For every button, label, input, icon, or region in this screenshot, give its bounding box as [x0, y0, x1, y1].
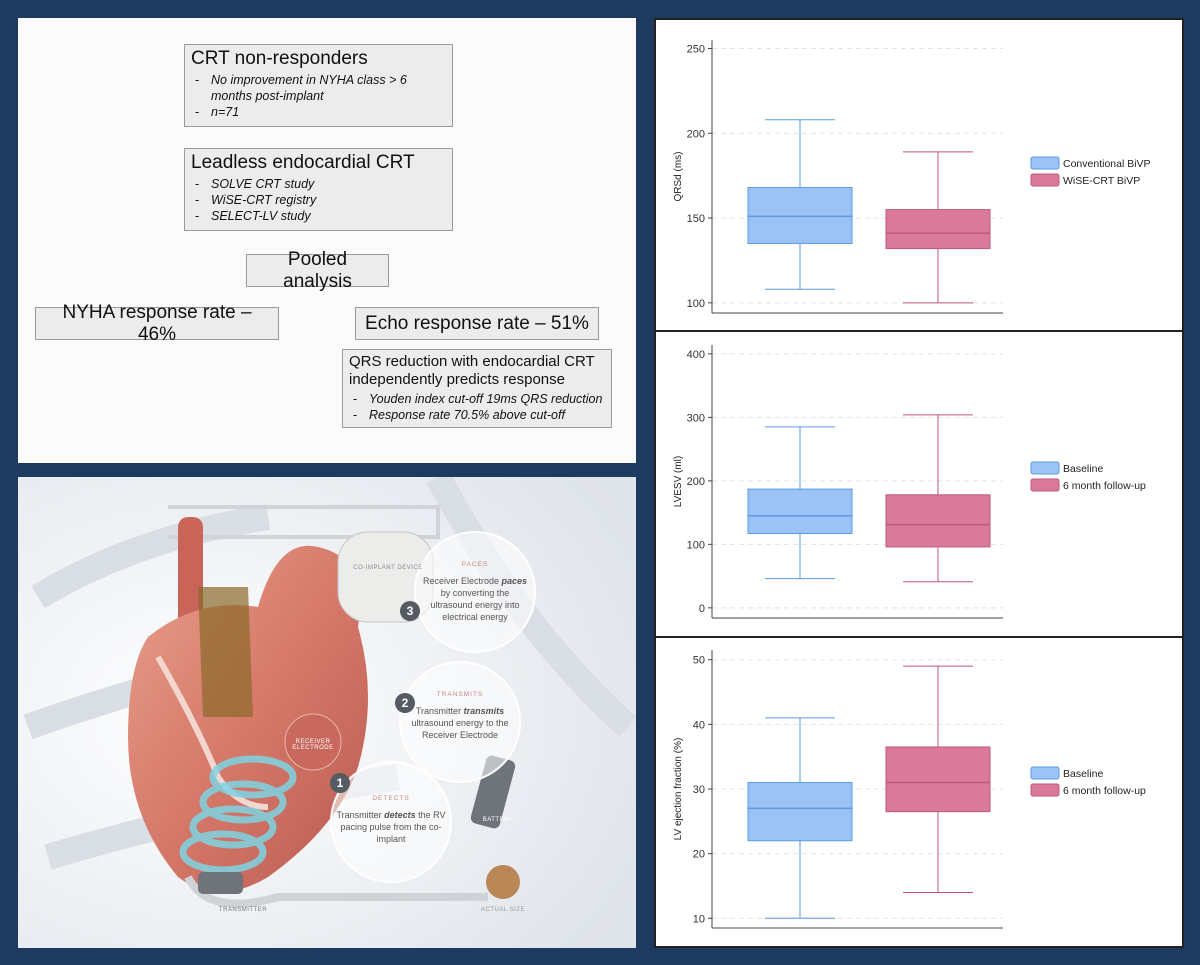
step-emphasis: transmits	[463, 706, 505, 716]
box	[747, 187, 853, 244]
y-tick-label: 200	[687, 128, 705, 140]
y-tick-label: 200	[687, 476, 705, 488]
step-heading: PACES	[461, 561, 489, 568]
y-tick-label: 150	[687, 213, 705, 225]
receiver-electrode	[284, 713, 342, 771]
legend-label: WiSE-CRT BiVP	[1063, 175, 1140, 187]
y-tick-label: 300	[687, 412, 705, 424]
flow-box-item: Response rate 70.5% above cut-off	[349, 407, 605, 423]
illustration	[18, 477, 636, 948]
legend-swatch	[1030, 173, 1060, 187]
illustration-label: TRANSMITTER	[218, 907, 268, 913]
legend-swatch	[1030, 766, 1060, 780]
flow-box: Pooled analysis	[246, 249, 389, 292]
flow-box-title: NYHA response rate – 46%	[62, 301, 252, 345]
step-before: Transmitter	[336, 810, 382, 820]
step-number: 3	[406, 604, 414, 618]
y-tick-label: 250	[687, 43, 705, 55]
legend-label: Conventional BiVP	[1063, 158, 1151, 170]
step-after: by converting the ultrasound energy into…	[430, 588, 520, 622]
step-emphasis: detects	[384, 810, 416, 820]
y-tick-label: 10	[693, 913, 705, 925]
vessel	[178, 517, 203, 637]
legend-label: Baseline	[1063, 463, 1103, 475]
step-after: the RV pacing pulse from the co-implant	[340, 810, 446, 844]
step-before: Transmitter	[415, 706, 462, 716]
step-before: Receiver Electrode	[422, 576, 499, 586]
battery	[470, 755, 516, 829]
flow-box-list: No improvement in NYHA class > 6 months …	[191, 72, 446, 120]
flow-box-item: WiSE-CRT registry	[191, 192, 446, 208]
flow-box-title: CRT non-responders	[191, 48, 368, 69]
step-emphasis: paces	[501, 576, 528, 586]
illustration-label: BATTERY	[482, 817, 514, 823]
step-markers	[330, 601, 420, 793]
flow-box: Leadless endocardial CRT SOLVE CRT studyW…	[184, 148, 453, 231]
y-tick-label: 0	[699, 603, 705, 615]
y-tick-label: 100	[687, 539, 705, 551]
y-tick-label: 100	[687, 298, 705, 310]
legend-swatch	[1030, 478, 1060, 492]
flow-box-title: Pooled analysis	[283, 248, 352, 292]
step-number: 2	[401, 696, 409, 710]
illustration-label: RECEIVER ELECTRODE	[292, 739, 334, 751]
flow-box: NYHA response rate – 46%	[35, 302, 279, 345]
coin	[486, 865, 520, 899]
step-text: TRANSMITS Transmitter transmits ultrasoun…	[405, 689, 515, 741]
illustration-panel: CO-IMPLANT DEVICE RECEIVER ELECTRODE BATTE…	[18, 477, 636, 948]
transmitter-coil	[179, 755, 297, 874]
box	[747, 782, 853, 842]
y-axis-label: LV ejection fraction (%)	[673, 738, 684, 841]
step-text: DETECTS Transmitter detects the RV pacing…	[336, 793, 446, 845]
y-axis-label: QRSd (ms)	[673, 152, 684, 202]
flow-box-title: Leadless endocardial CRT	[191, 152, 415, 173]
y-tick-label: 400	[687, 349, 705, 361]
flow-box-item: n=71	[191, 104, 446, 120]
step-number: 1	[336, 776, 344, 790]
legend-swatch	[1030, 461, 1060, 475]
illustration-label: CO-IMPLANT DEVICE	[353, 565, 423, 571]
flow-box-item: SOLVE CRT study	[191, 176, 446, 192]
flow-box-item: No improvement in NYHA class > 6 months …	[191, 72, 446, 104]
flow-box-title: Echo response rate – 51%	[365, 312, 589, 334]
step-after: ultrasound energy to the Receiver Electr…	[411, 718, 509, 740]
heart	[128, 545, 368, 892]
legend-swatch	[1030, 783, 1060, 797]
legend-swatch	[1030, 156, 1060, 170]
y-tick-label: 30	[693, 784, 705, 796]
flow-box-list: SOLVE CRT studyWiSE-CRT registrySELECT-L…	[191, 176, 446, 224]
step-heading: TRANSMITS	[436, 691, 484, 698]
y-tick-label: 20	[693, 849, 705, 861]
y-axis-label: LVESV (ml)	[673, 456, 684, 508]
charts-panel: 100 150 200 250 QRSd (ms) Conventional BiVP Wi…	[654, 18, 1184, 948]
flow-box-item: SELECT-LV study	[191, 208, 446, 224]
legend-label: Baseline	[1063, 768, 1103, 780]
legend-label: 6 month follow-up	[1063, 785, 1146, 797]
flow-box-title: QRS reduction with endocardial CRT indep…	[349, 353, 595, 388]
cable	[184, 875, 488, 908]
y-tick-label: 40	[693, 719, 705, 731]
y-tick-label: 50	[693, 655, 705, 667]
box	[885, 494, 991, 548]
heart-section	[198, 587, 253, 717]
legend-label: 6 month follow-up	[1063, 480, 1146, 492]
flow-box: Echo response rate – 51%	[355, 307, 599, 340]
step-text: PACES Receiver Electrode paces by convert…	[420, 559, 530, 623]
illustration-label: ACTUAL SIZE	[481, 907, 525, 913]
box	[747, 488, 853, 535]
box	[885, 209, 991, 250]
flow-box-list: Youden index cut-off 19ms QRS reductionR…	[349, 391, 605, 423]
step-heading: DETECTS	[372, 795, 410, 802]
flow-box: QRS reduction with endocardial CRT indep…	[342, 349, 612, 428]
box	[885, 746, 991, 813]
transmitter	[198, 872, 243, 894]
flow-box-item: Youden index cut-off 19ms QRS reduction	[349, 391, 605, 407]
flowchart-panel: CRT non-responders No improvement in NYHA…	[18, 18, 636, 463]
flow-box: CRT non-responders No improvement in NYHA…	[184, 44, 453, 127]
step-circles	[330, 531, 536, 883]
lead	[168, 505, 440, 539]
